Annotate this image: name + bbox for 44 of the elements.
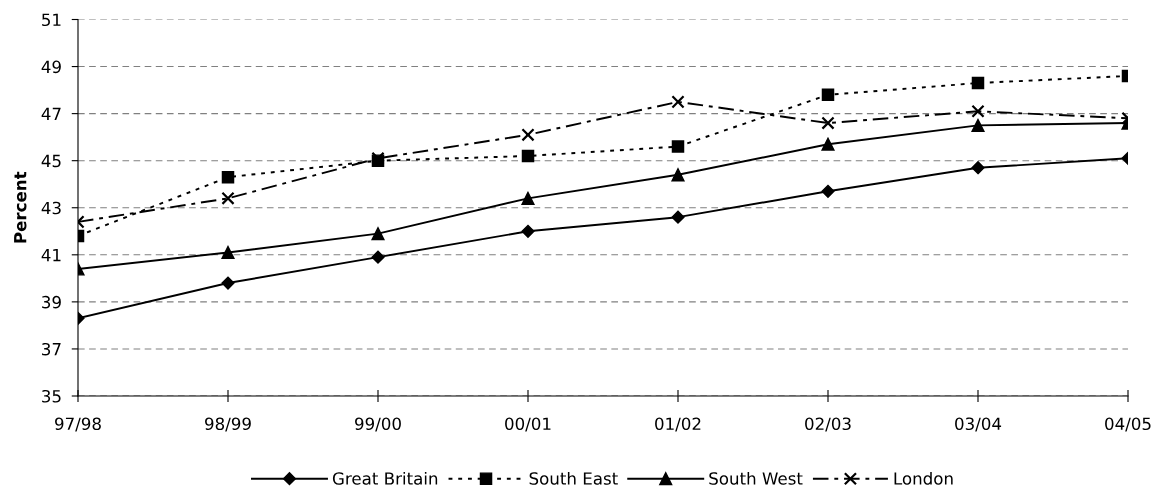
point <box>671 95 685 109</box>
point <box>671 210 685 224</box>
point <box>221 191 235 205</box>
legend-label: Great Britain <box>332 471 438 485</box>
point <box>821 137 835 151</box>
point <box>971 161 985 175</box>
y-tick-label: 35 <box>42 389 61 403</box>
x-tick-label: 98/99 <box>205 417 251 432</box>
point <box>521 149 535 163</box>
point <box>821 116 835 130</box>
point <box>971 76 985 90</box>
point <box>521 191 535 205</box>
point <box>971 118 985 132</box>
y-tick-label: 51 <box>42 13 61 27</box>
x-tick-label: 97/98 <box>55 417 101 432</box>
y-axis-title: Percent <box>14 171 27 243</box>
point <box>671 168 685 182</box>
y-tick-label: 49 <box>41 60 61 74</box>
point <box>221 245 235 260</box>
point <box>521 224 535 238</box>
point <box>371 250 385 264</box>
y-tick-label: 39 <box>42 295 61 309</box>
legend-label: London <box>894 471 953 485</box>
y-tick-label: 45 <box>41 154 61 168</box>
x-tick-label: 03/04 <box>955 417 1002 432</box>
point <box>371 227 385 241</box>
point <box>221 170 235 184</box>
y-tick-label: 41 <box>41 248 61 262</box>
point <box>821 88 835 102</box>
point <box>221 276 235 290</box>
point <box>671 140 685 153</box>
x-tick-label: 04/05 <box>1105 417 1151 432</box>
y-tick-label: 43 <box>41 201 61 215</box>
point <box>821 184 835 198</box>
x-tick-label: 99/00 <box>355 417 401 432</box>
legend-label: South East <box>529 471 618 485</box>
x-tick-label: 02/03 <box>805 417 851 432</box>
point <box>971 104 985 118</box>
legend-label: South West <box>709 471 803 485</box>
x-tick-label: 01/02 <box>655 417 701 432</box>
x-tick-label: 00/01 <box>505 417 551 432</box>
y-tick-label: 37 <box>42 342 61 356</box>
y-tick-label: 47 <box>41 107 61 120</box>
point <box>521 128 535 142</box>
